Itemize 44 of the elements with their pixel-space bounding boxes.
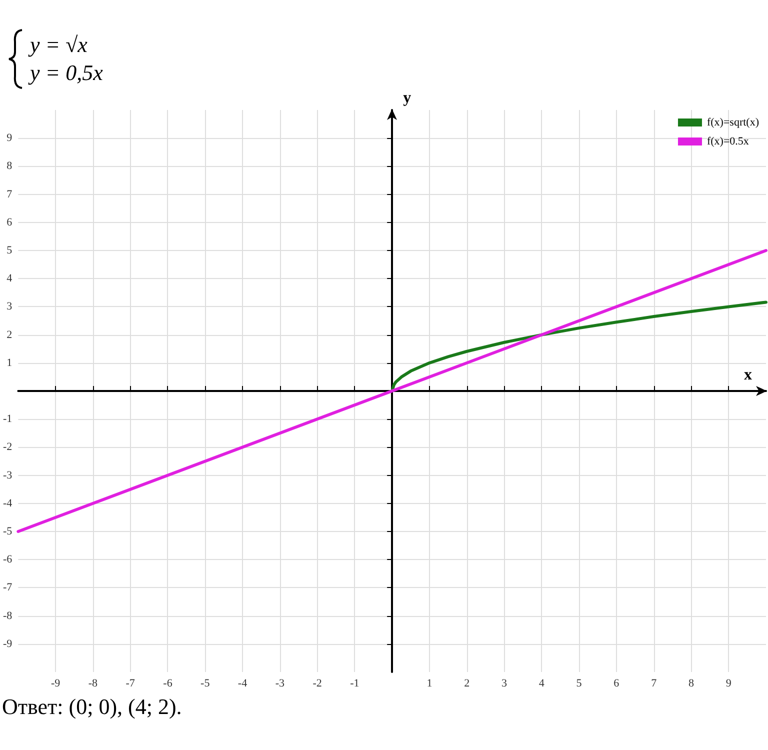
x-tick-label: 1 xyxy=(426,678,432,690)
y-tick-label: 9 xyxy=(6,132,13,144)
x-tick-label: -4 xyxy=(238,678,248,690)
x-tick-label: 8 xyxy=(688,678,694,690)
x-tick-label: 3 xyxy=(502,678,508,690)
y-tick-label: -2 xyxy=(2,441,12,454)
chart-subtitle: y = 0,5x xyxy=(30,60,103,86)
x-tick-label: -7 xyxy=(126,678,136,690)
x-tick-label: -5 xyxy=(200,678,210,690)
y-tick-label: -1 xyxy=(2,413,12,426)
legend-label: f(x)=sqrt(x) xyxy=(706,116,760,128)
y-tick-label: 7 xyxy=(6,188,13,200)
x-tick-label: 4 xyxy=(538,678,545,690)
y-tick-label: 8 xyxy=(6,160,13,172)
x-tick-label: 7 xyxy=(651,678,658,690)
y-tick-label: 2 xyxy=(6,328,12,341)
x-tick-label: 2 xyxy=(464,678,470,690)
y-tick-label: -9 xyxy=(2,638,13,650)
legend-label: f(x)=0.5x xyxy=(706,136,750,148)
y-axis-title: y xyxy=(403,90,412,106)
x-tick-label: -3 xyxy=(275,678,285,690)
y-tick-label: -7 xyxy=(2,582,13,594)
x-axis-title: x xyxy=(744,366,752,384)
y-tick-label: -4 xyxy=(2,497,13,510)
x-tick-label: -8 xyxy=(88,678,98,690)
x-tick-label: -1 xyxy=(350,678,360,690)
y-tick-label: -6 xyxy=(2,554,13,566)
x-tick-label: -9 xyxy=(50,678,61,690)
y-tick-label: 1 xyxy=(6,356,12,369)
x-tick-label: -6 xyxy=(163,678,173,690)
text: Ответ: (0; 0), (4; 2). xyxy=(2,694,182,720)
y-tick-label: 6 xyxy=(6,216,13,228)
chart-title: y = √x xyxy=(30,32,88,58)
y-tick-label: 4 xyxy=(6,272,13,285)
y-tick-label: -5 xyxy=(2,526,13,538)
y-tick-label: 5 xyxy=(6,244,13,256)
y-tick-label: 3 xyxy=(6,300,13,313)
x-tick-label: -2 xyxy=(312,678,322,690)
x-tick-label: 9 xyxy=(726,678,732,690)
x-tick-label: 5 xyxy=(576,678,582,690)
y-tick-label: -3 xyxy=(2,469,13,482)
line-series xyxy=(390,300,768,392)
x-tick-label: 6 xyxy=(614,678,620,690)
y-tick-label: -8 xyxy=(2,610,13,622)
